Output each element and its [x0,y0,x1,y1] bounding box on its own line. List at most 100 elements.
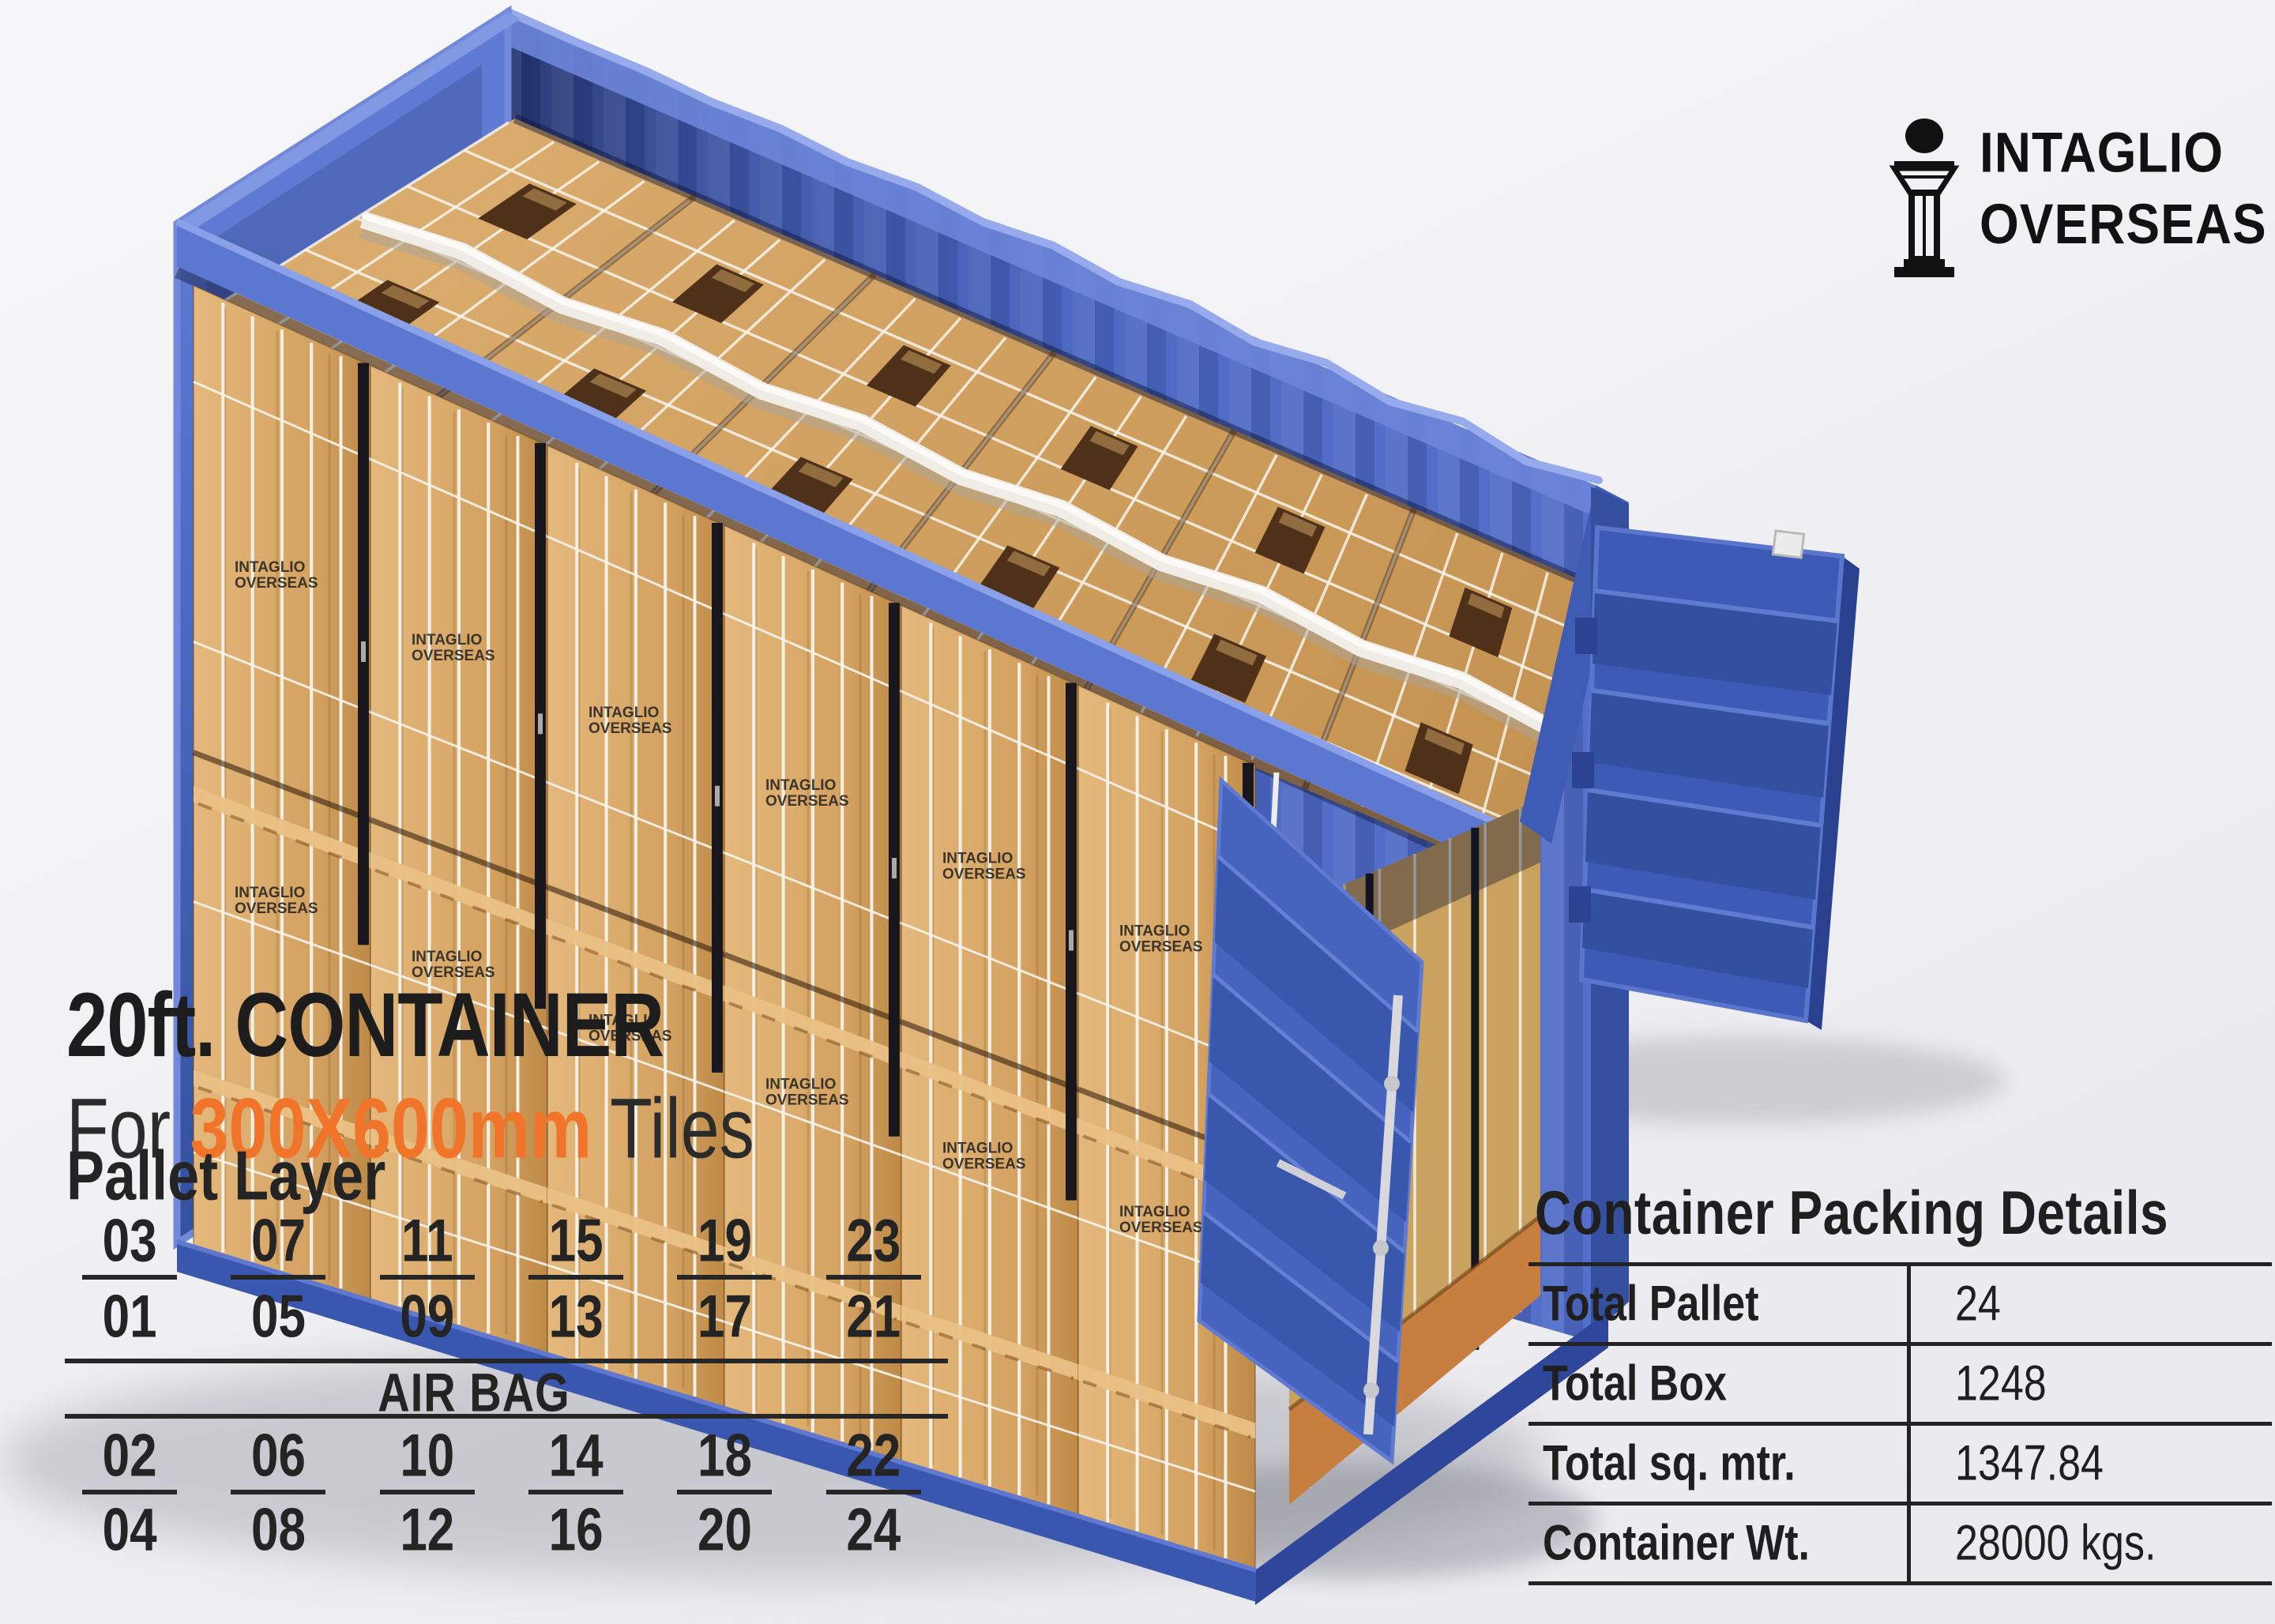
pallet-number: 18 [650,1425,799,1494]
brand-line-1: INTAGLIO [1980,120,2224,185]
door-handle [1276,1159,1347,1200]
box-brand-stamp: INTAGLIO OVERSEAS [1119,1204,1203,1236]
headline: 20ft. CONTAINER For 300X600mm Tiles [66,974,754,1175]
pallet-number: 06 [204,1425,352,1494]
pallet-row-upper-top: 03 07 11 15 19 23 [55,1210,948,1280]
front-top-rail [175,218,1527,892]
number-underline [82,1275,178,1280]
open-door-far [1569,524,1859,1030]
pallet-layer-table: Pallet Layer 03 07 11 15 19 23 01 05 09 … [55,1137,948,1624]
box-brand-stamp: INTAGLIO OVERSEAS [588,705,672,737]
pallet-number: 19 [650,1210,799,1280]
box-brand-stamp: INTAGLIO OVERSEAS [942,1140,1026,1172]
pallet-number: 15 [502,1210,650,1280]
brand-name: INTAGLIO OVERSEAS [1980,117,2267,260]
airbag-divider-top [65,1359,948,1363]
pallet-number: 13 [548,1284,604,1351]
pallet-stack: INTAGLIO OVERSEAS INTAGLIO OVERSEAS [723,524,903,1466]
packing-title: Container Packing Details [1535,1178,2169,1247]
airbag-divider-bottom [65,1414,948,1419]
packing-row: Total Pallet 24 [1529,1266,2272,1346]
back-top-rail [508,12,1596,517]
pallet-stack: INTAGLIO OVERSEAS INTAGLIO OVERSEAS [546,444,726,1412]
door-lock-rod [1363,994,1403,1435]
packing-value: 1248 [1955,1355,2047,1412]
pallet-number: 01 [102,1284,157,1351]
pallet-number: 17 [698,1284,752,1351]
headline-line-2: For 300X600mm Tiles [66,1080,754,1178]
number-underline [528,1490,624,1494]
box-brand-stamp: INTAGLIO OVERSEAS [942,850,1026,882]
packing-label: Total sq. mtr. [1543,1435,1796,1492]
pallet-number: 12 [400,1497,455,1564]
packing-row: Total Box 1248 [1529,1346,2272,1426]
pallet-number: 20 [698,1497,752,1564]
pallet-number: 16 [548,1497,604,1564]
packing-value: 28000 kgs. [1955,1515,2157,1572]
number-underline [379,1490,475,1494]
door-hinge [1569,886,1591,923]
airbag-tube [359,211,1567,752]
box-brand-stamp: INTAGLIO OVERSEAS [588,1013,672,1045]
box-brand-stamp: INTAGLIO OVERSEAS [765,777,849,810]
box-brand-stamp: INTAGLIO OVERSEAS [235,559,318,592]
pallet-number: 07 [204,1210,352,1280]
pallet-center-holes [336,183,1513,795]
open-door-near [1197,772,1424,1465]
pallet-stack: INTAGLIO OVERSEAS INTAGLIO OVERSEAS [1077,684,1257,1573]
right-sill [1255,1311,1608,1605]
box-brand-stamp: INTAGLIO OVERSEAS [765,1076,849,1108]
pallet-stack: INTAGLIO OVERSEAS INTAGLIO OVERSEAS [900,603,1080,1520]
number-underline [677,1275,773,1280]
pallet-row-lower-top: 02 06 10 14 18 22 [55,1425,948,1494]
packing-label: Total Pallet [1543,1276,1759,1333]
pallet-row-upper-bottom: 01 05 09 13 17 21 [55,1284,948,1351]
pallet-number: 03 [55,1210,204,1280]
headline-prefix: For [66,1081,190,1176]
box-brand-stamp: INTAGLIO OVERSEAS [235,885,318,917]
number-underline [231,1275,326,1280]
pallet-row-lower-bottom: 04 08 12 16 20 24 [55,1497,948,1564]
bottom-front-rail [176,1239,1257,1602]
number-underline [528,1275,624,1280]
door-top-bracket [1771,529,1806,559]
number-underline [825,1275,921,1280]
box-brand-stamp: INTAGLIO OVERSEAS [1119,923,1203,955]
door-hinge [1575,618,1597,654]
door-hinge [1572,752,1594,788]
door-edge [1806,556,1859,1030]
pallet-number: 23 [799,1210,948,1280]
pallet-stack: INTAGLIO OVERSEAS INTAGLIO OVERSEAS [369,364,549,1358]
packing-table: Total Pallet 24 Total Box 1248 Total sq.… [1529,1262,2272,1585]
column-icon [1889,118,1960,277]
corrugation-top-edge [504,8,1603,484]
box-brand-stamp: INTAGLIO OVERSEAS [412,949,495,981]
pallet-number: 14 [502,1425,650,1494]
headline-suffix: Tiles [592,1081,754,1176]
pallet-layer-heading: Pallet Layer [66,1137,386,1215]
left-end-top-rim [177,12,521,232]
packing-value: 24 [1955,1276,2001,1333]
packing-value: 1347.84 [1955,1435,2104,1492]
packing-details-table: Container Packing Details Total Pallet 2… [1529,1178,2272,1585]
number-underline [677,1490,773,1494]
headline-highlight: 300X600mm [190,1081,592,1176]
pallet-number: 04 [102,1497,157,1564]
headline-line-1: 20ft. CONTAINER [66,974,664,1076]
pallet-number: 22 [799,1425,948,1494]
number-underline [379,1275,475,1280]
pallet-number: 10 [353,1425,502,1494]
brand-logo: INTAGLIO OVERSEAS [1888,117,2267,284]
number-underline [825,1490,921,1494]
packing-row: Total sq. mtr. 1347.84 [1529,1426,2272,1506]
box-brand-stamp: INTAGLIO OVERSEAS [412,632,495,664]
packing-row: Container Wt. 28000 kgs. [1529,1506,2272,1585]
pallet-number: 05 [251,1284,306,1351]
pallet-stack: INTAGLIO OVERSEAS INTAGLIO OVERSEAS [192,284,372,1304]
pallet-number: 09 [400,1284,455,1351]
number-underline [82,1490,178,1494]
airbag-label: AIR BAG [378,1362,570,1423]
